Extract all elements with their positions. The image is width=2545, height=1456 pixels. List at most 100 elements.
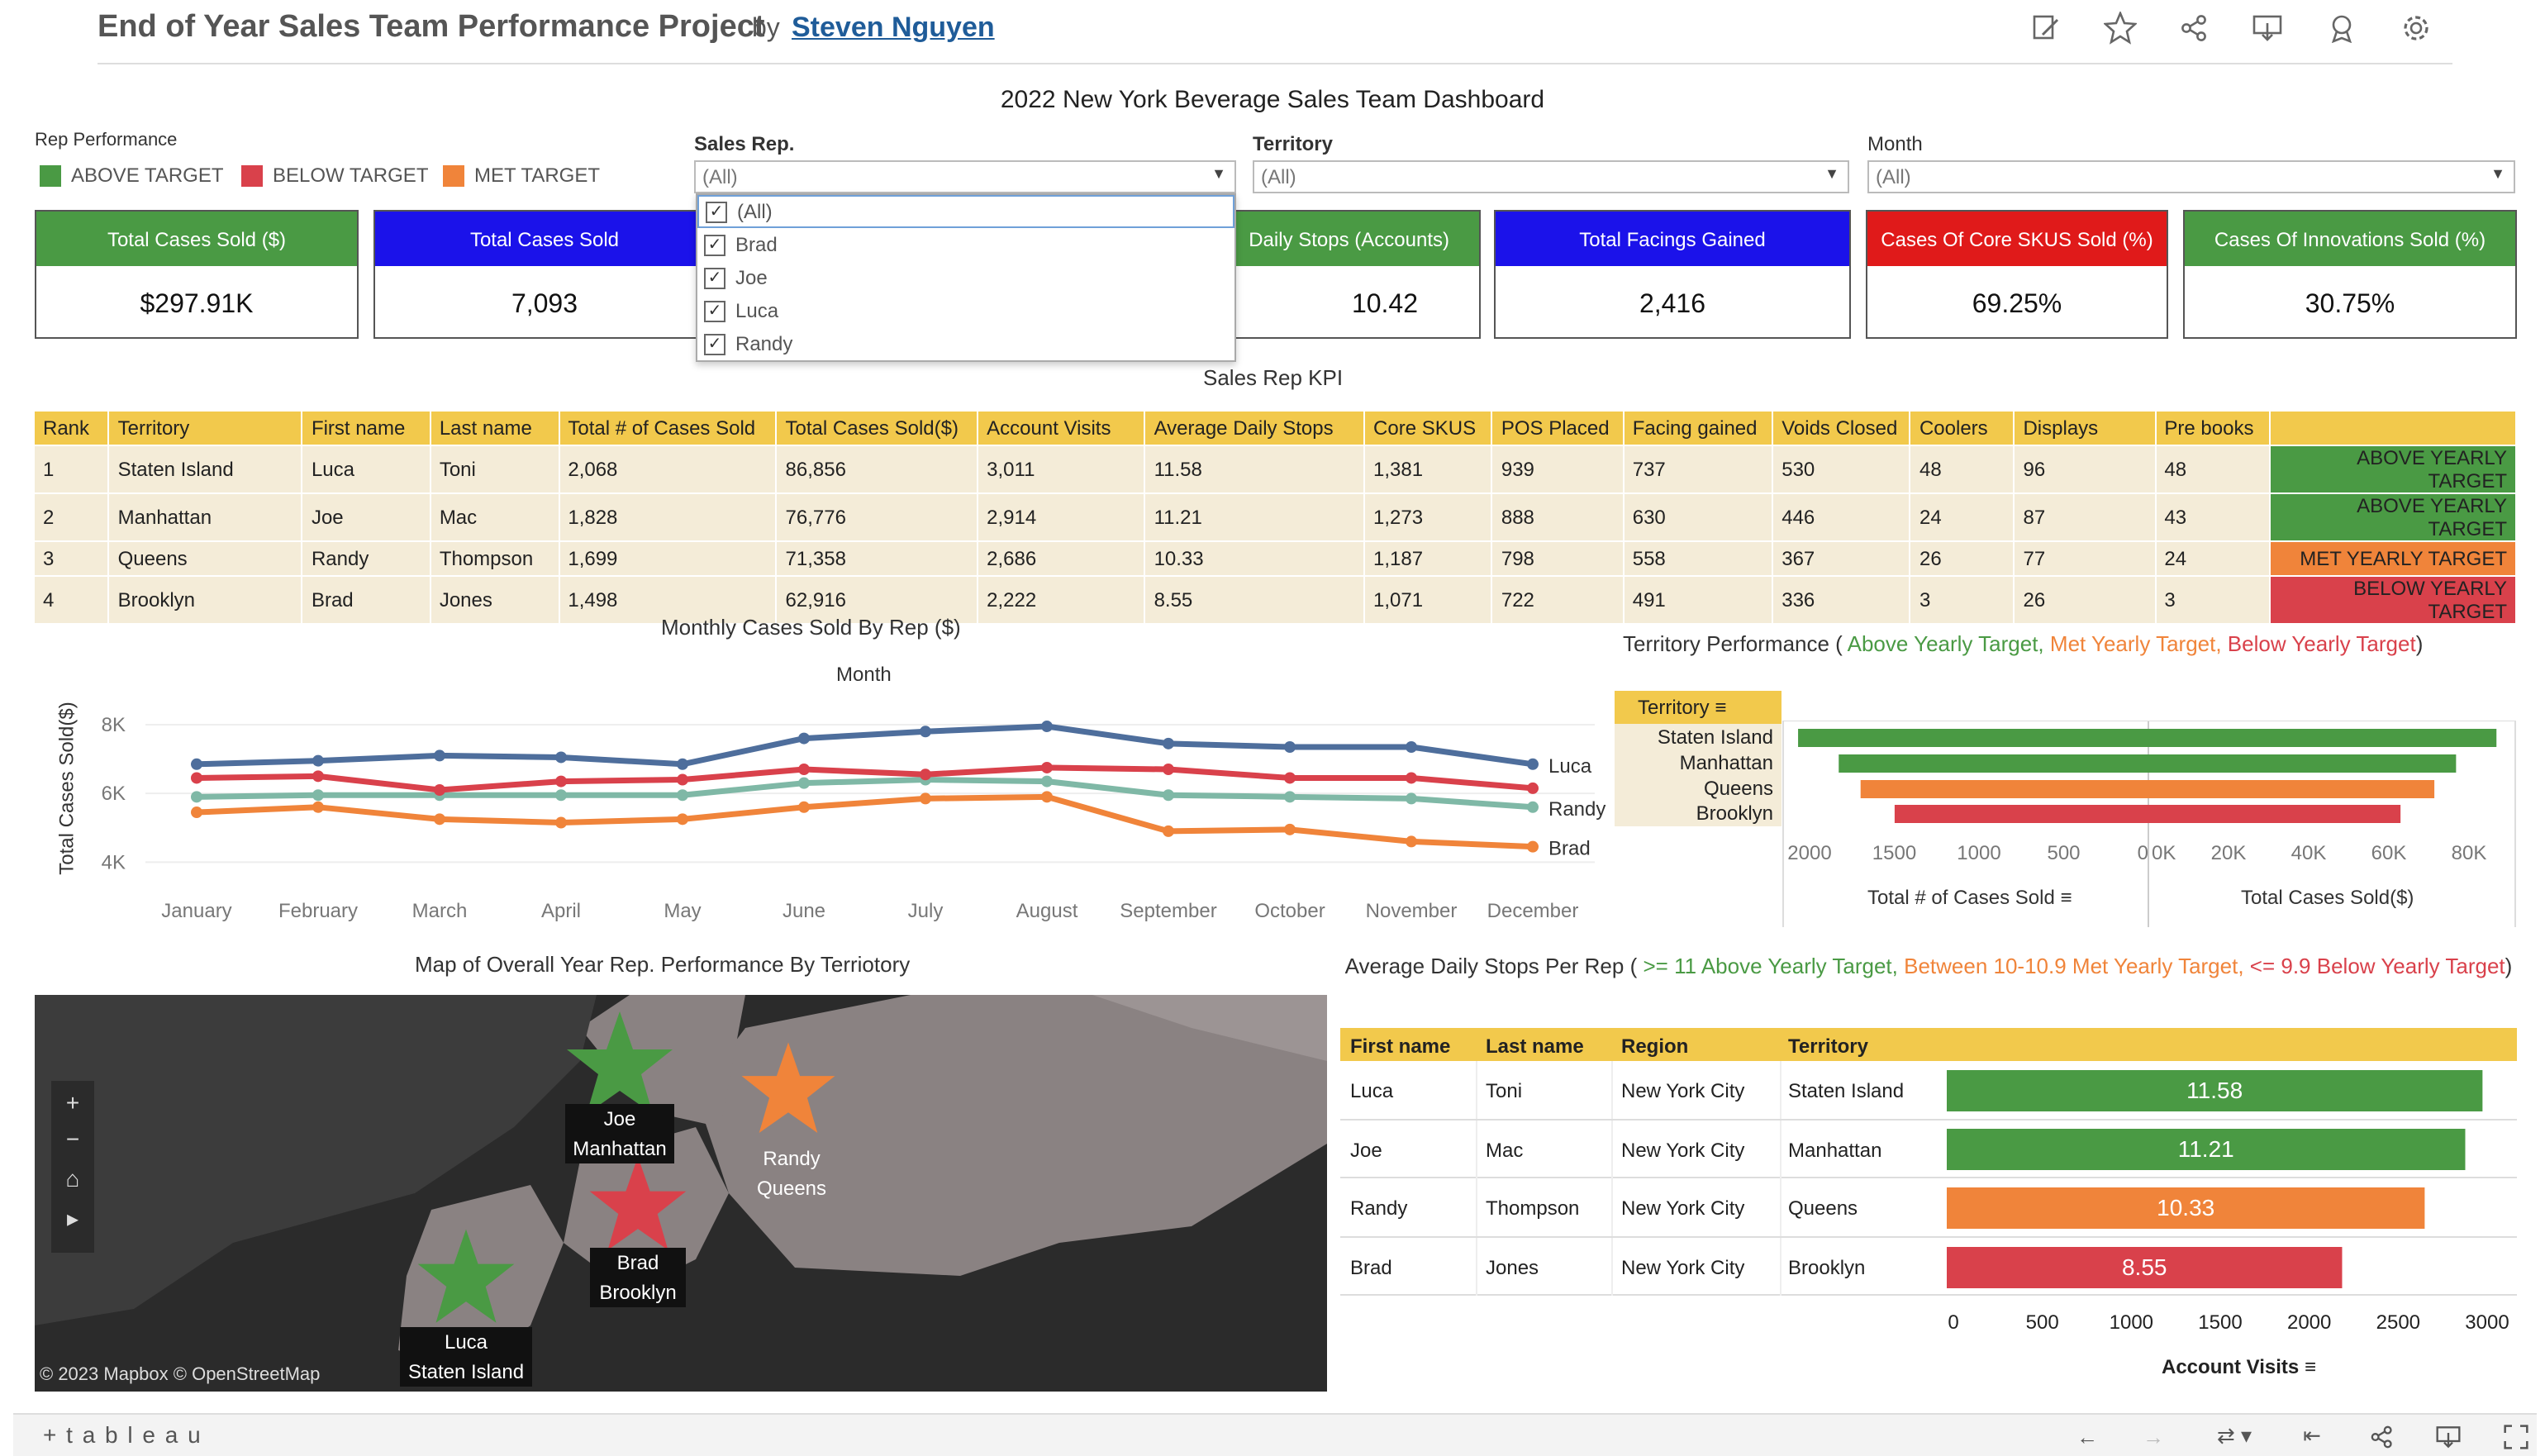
zoom-in-button[interactable]: + bbox=[65, 1089, 80, 1116]
territory-map[interactable]: + − ⌂ ▸ Joe Manhattan Randy Queens Brad Bro… bbox=[35, 995, 1327, 1392]
data-point[interactable] bbox=[1406, 772, 1417, 784]
table-row[interactable]: 2 Manhattan Joe Mac 1,828 76,776 2,914 11.21 1,2… bbox=[35, 492, 2517, 540]
data-point[interactable] bbox=[798, 801, 810, 813]
checkbox-checked-icon[interactable]: ✓ bbox=[706, 201, 727, 222]
dropdown-option-randy[interactable]: ✓ Randy bbox=[697, 327, 1234, 360]
data-point[interactable] bbox=[1163, 789, 1174, 802]
data-point[interactable] bbox=[1406, 835, 1417, 848]
table-row[interactable]: 4 Brooklyn Brad Jones 1,498 62,916 2,222 8.55 1,… bbox=[35, 575, 2517, 623]
author-link[interactable]: Steven Nguyen bbox=[792, 12, 995, 43]
data-point[interactable] bbox=[1527, 758, 1539, 770]
checkbox-checked-icon[interactable]: ✓ bbox=[704, 300, 725, 321]
data-point[interactable] bbox=[677, 789, 688, 802]
data-point[interactable] bbox=[798, 764, 810, 776]
star-marker-staten-island[interactable] bbox=[415, 1226, 517, 1329]
checkbox-checked-icon[interactable]: ✓ bbox=[704, 267, 725, 288]
data-point[interactable] bbox=[1163, 764, 1174, 776]
revert-all-icon[interactable]: ⇤ bbox=[2303, 1423, 2321, 1448]
month-filter[interactable]: (All) ▼ bbox=[1867, 160, 2515, 193]
data-point[interactable] bbox=[434, 813, 445, 826]
stops-bar[interactable] bbox=[1947, 1070, 2483, 1111]
data-point[interactable] bbox=[555, 816, 567, 829]
tableau-logo[interactable]: + t a b l e a u bbox=[43, 1421, 202, 1448]
data-point[interactable] bbox=[434, 749, 445, 762]
series-line[interactable] bbox=[196, 793, 1534, 850]
table-row[interactable]: 1 Staten Island Luca Toni 2,068 86,856 3,011 11… bbox=[35, 444, 2517, 492]
stops-bar[interactable] bbox=[1947, 1247, 2343, 1288]
revert-icon[interactable]: ⇄ ▾ bbox=[2216, 1423, 2252, 1448]
badge-icon[interactable] bbox=[2324, 10, 2360, 46]
stops-axis-title[interactable]: Account Visits ≡ bbox=[2162, 1355, 2316, 1378]
stops-row[interactable]: Randy Thompson New York City Queens bbox=[1340, 1178, 2517, 1237]
dropdown-option-joe[interactable]: ✓ Joe bbox=[697, 261, 1234, 294]
stops-row[interactable]: Joe Mac New York City Manhattan bbox=[1340, 1120, 2517, 1178]
sort-icon[interactable]: ≡ bbox=[2304, 1355, 2316, 1378]
territory-bar-left[interactable] bbox=[1860, 780, 2148, 798]
data-point[interactable] bbox=[312, 789, 324, 802]
data-point[interactable] bbox=[1041, 761, 1053, 773]
gear-icon[interactable] bbox=[2398, 10, 2434, 46]
territory-filter[interactable]: (All) ▼ bbox=[1253, 160, 1849, 193]
data-point[interactable] bbox=[191, 772, 202, 784]
territory-bar-right[interactable] bbox=[2148, 780, 2435, 798]
fullscreen-icon[interactable] bbox=[2497, 1421, 2533, 1451]
download-icon[interactable] bbox=[2429, 1421, 2466, 1451]
data-point[interactable] bbox=[191, 791, 202, 803]
data-point[interactable] bbox=[555, 751, 567, 764]
star-marker-manhattan[interactable] bbox=[564, 1008, 676, 1121]
share-icon[interactable] bbox=[2176, 10, 2213, 46]
data-point[interactable] bbox=[1284, 791, 1296, 803]
dropdown-option-all[interactable]: ✓ (All) bbox=[697, 195, 1234, 228]
data-point[interactable] bbox=[555, 789, 567, 802]
data-point[interactable] bbox=[1041, 791, 1053, 803]
data-point[interactable] bbox=[1284, 823, 1296, 835]
data-point[interactable] bbox=[434, 784, 445, 796]
data-point[interactable] bbox=[798, 777, 810, 789]
data-point[interactable] bbox=[1406, 741, 1417, 753]
territory-header[interactable]: Territory ≡ bbox=[1615, 691, 1782, 724]
data-point[interactable] bbox=[1527, 801, 1539, 813]
checkbox-checked-icon[interactable]: ✓ bbox=[704, 234, 725, 255]
sales-rep-filter[interactable]: (All) ▼ bbox=[694, 160, 1236, 193]
data-point[interactable] bbox=[1041, 721, 1053, 733]
data-point[interactable] bbox=[1527, 782, 1539, 794]
data-point[interactable] bbox=[1041, 775, 1053, 787]
data-point[interactable] bbox=[920, 792, 931, 805]
data-point[interactable] bbox=[1527, 840, 1539, 853]
data-point[interactable] bbox=[1163, 737, 1174, 749]
stops-row[interactable]: Brad Jones New York City Brooklyn bbox=[1340, 1237, 2517, 1296]
map-attribution[interactable]: © 2023 Mapbox © OpenStreetMap bbox=[40, 1365, 321, 1385]
stops-bar[interactable] bbox=[1947, 1187, 2425, 1229]
data-point[interactable] bbox=[920, 768, 931, 781]
data-point[interactable] bbox=[312, 770, 324, 783]
edit-icon[interactable] bbox=[2028, 10, 2064, 46]
download-icon[interactable] bbox=[2249, 10, 2286, 46]
data-point[interactable] bbox=[312, 754, 324, 767]
data-point[interactable] bbox=[191, 807, 202, 819]
dropdown-option-luca[interactable]: ✓ Luca bbox=[697, 294, 1234, 327]
home-icon[interactable]: ⌂ bbox=[65, 1165, 80, 1192]
sort-icon[interactable]: ≡ bbox=[1715, 696, 1727, 719]
data-point[interactable] bbox=[1163, 825, 1174, 837]
data-point[interactable] bbox=[1284, 741, 1296, 753]
data-point[interactable] bbox=[920, 726, 931, 738]
series-line[interactable] bbox=[196, 764, 1534, 793]
data-point[interactable] bbox=[677, 758, 688, 770]
zoom-out-button[interactable]: − bbox=[65, 1125, 80, 1152]
territory-bar-right[interactable] bbox=[2148, 754, 2457, 773]
data-point[interactable] bbox=[312, 801, 324, 813]
play-icon[interactable]: ▸ bbox=[66, 1204, 79, 1230]
star-marker-brooklyn[interactable] bbox=[587, 1154, 689, 1256]
star-icon[interactable] bbox=[2102, 10, 2138, 46]
territory-bar-right[interactable] bbox=[2148, 729, 2497, 747]
share-icon[interactable] bbox=[2363, 1421, 2400, 1451]
series-line[interactable] bbox=[196, 777, 1534, 811]
territory-bar-left[interactable] bbox=[1839, 754, 2148, 773]
territory-left-axis-title[interactable]: Total # of Cases Sold ≡ bbox=[1867, 886, 2072, 909]
dropdown-option-brad[interactable]: ✓ Brad bbox=[697, 228, 1234, 261]
redo-icon[interactable]: → bbox=[2143, 1424, 2164, 1449]
stops-row[interactable]: Luca Toni New York City Staten Island bbox=[1340, 1061, 2517, 1120]
undo-icon[interactable]: ← bbox=[2076, 1424, 2098, 1449]
stops-bar[interactable] bbox=[1947, 1129, 2466, 1170]
data-point[interactable] bbox=[191, 758, 202, 770]
